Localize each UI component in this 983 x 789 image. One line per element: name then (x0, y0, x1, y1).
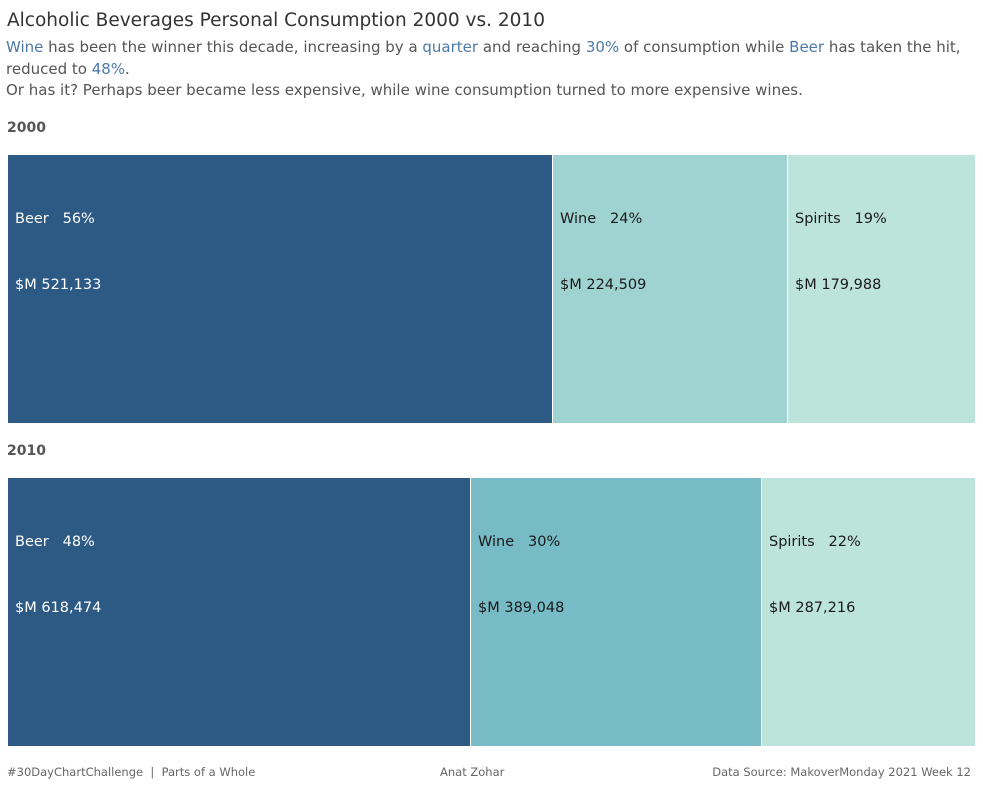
tile-label: Beer 48% $M 618,474 (15, 487, 101, 663)
tile-spirits-2010[interactable]: Spirits 22% $M 287,216 (761, 478, 975, 746)
subtitle-line-1: Wine has been the winner this decade, in… (6, 37, 976, 80)
tile-label: Beer 56% $M 521,133 (15, 164, 101, 340)
subtitle-line-2: Or has it? Perhaps beer became less expe… (6, 81, 803, 99)
tile-value: $M 224,509 (560, 277, 647, 293)
tile-name: Beer (15, 534, 49, 550)
treemap-2000: Beer 56% $M 521,133 Wine 24% $M 224,509 … (8, 155, 975, 423)
tile-heading: Wine 24% (560, 208, 646, 230)
tile-value: $M 287,216 (769, 600, 856, 616)
subtitle-text-3: of consumption while (619, 38, 790, 56)
tile-wine-2000[interactable]: Wine 24% $M 224,509 (552, 155, 787, 423)
year-label-2000: 2000 (7, 120, 46, 136)
highlight-beer-share: 48% (91, 59, 126, 78)
footer-source: Data Source: MakoverMonday 2021 Week 12 (712, 765, 971, 779)
tile-pct: 22% (828, 534, 861, 550)
subtitle-text-1: has been the winner this decade, increas… (43, 38, 423, 56)
tile-name: Wine (560, 211, 597, 227)
tile-value: $M 179,988 (795, 277, 882, 293)
tile-pct: 24% (610, 211, 643, 227)
tile-pct: 30% (528, 534, 561, 550)
subtitle-text-2: and reaching (478, 38, 586, 56)
tile-label: Wine 30% $M 389,048 (478, 487, 564, 663)
tile-heading: Beer 48% (15, 531, 101, 553)
treemap-2010: Beer 48% $M 618,474 Wine 30% $M 389,048 … (8, 478, 975, 746)
tile-name: Wine (478, 534, 515, 550)
tile-heading: Spirits 22% (769, 531, 861, 553)
tile-value: $M 389,048 (478, 600, 565, 616)
footer-hashtag: #30DayChartChallenge | Parts of a Whole (7, 765, 256, 779)
tile-name: Spirits (769, 534, 815, 550)
tile-value: $M 521,133 (15, 277, 102, 293)
tile-pct: 19% (854, 211, 887, 227)
year-label-2010: 2010 (7, 443, 46, 459)
tile-pct: 48% (62, 534, 95, 550)
footer-author: Anat Zohar (440, 765, 505, 779)
tile-heading: Spirits 19% (795, 208, 887, 230)
tile-value: $M 618,474 (15, 600, 102, 616)
highlight-wine: Wine (6, 38, 44, 56)
chart-subtitle: Wine has been the winner this decade, in… (6, 37, 976, 102)
highlight-wine-share: 30% (585, 38, 620, 56)
tile-heading: Beer 56% (15, 208, 101, 230)
subtitle-text-5: . (125, 59, 130, 78)
tile-wine-2010[interactable]: Wine 30% $M 389,048 (470, 478, 761, 746)
highlight-beer: Beer (789, 38, 825, 56)
tile-heading: Wine 30% (478, 531, 564, 553)
tile-beer-2000[interactable]: Beer 56% $M 521,133 (8, 155, 552, 423)
tile-beer-2010[interactable]: Beer 48% $M 618,474 (8, 478, 470, 746)
tile-spirits-2000[interactable]: Spirits 19% $M 179,988 (787, 155, 975, 423)
subtitle-text-4: has taken the hit, reduced to (6, 38, 961, 78)
tile-pct: 56% (62, 211, 95, 227)
chart-title: Alcoholic Beverages Personal Consumption… (7, 10, 545, 31)
tile-name: Spirits (795, 211, 841, 227)
tile-name: Beer (15, 211, 49, 227)
tile-label: Spirits 19% $M 179,988 (795, 164, 887, 340)
tile-label: Spirits 22% $M 287,216 (769, 487, 861, 663)
tile-label: Wine 24% $M 224,509 (560, 164, 646, 340)
highlight-quarter: quarter (422, 38, 479, 56)
